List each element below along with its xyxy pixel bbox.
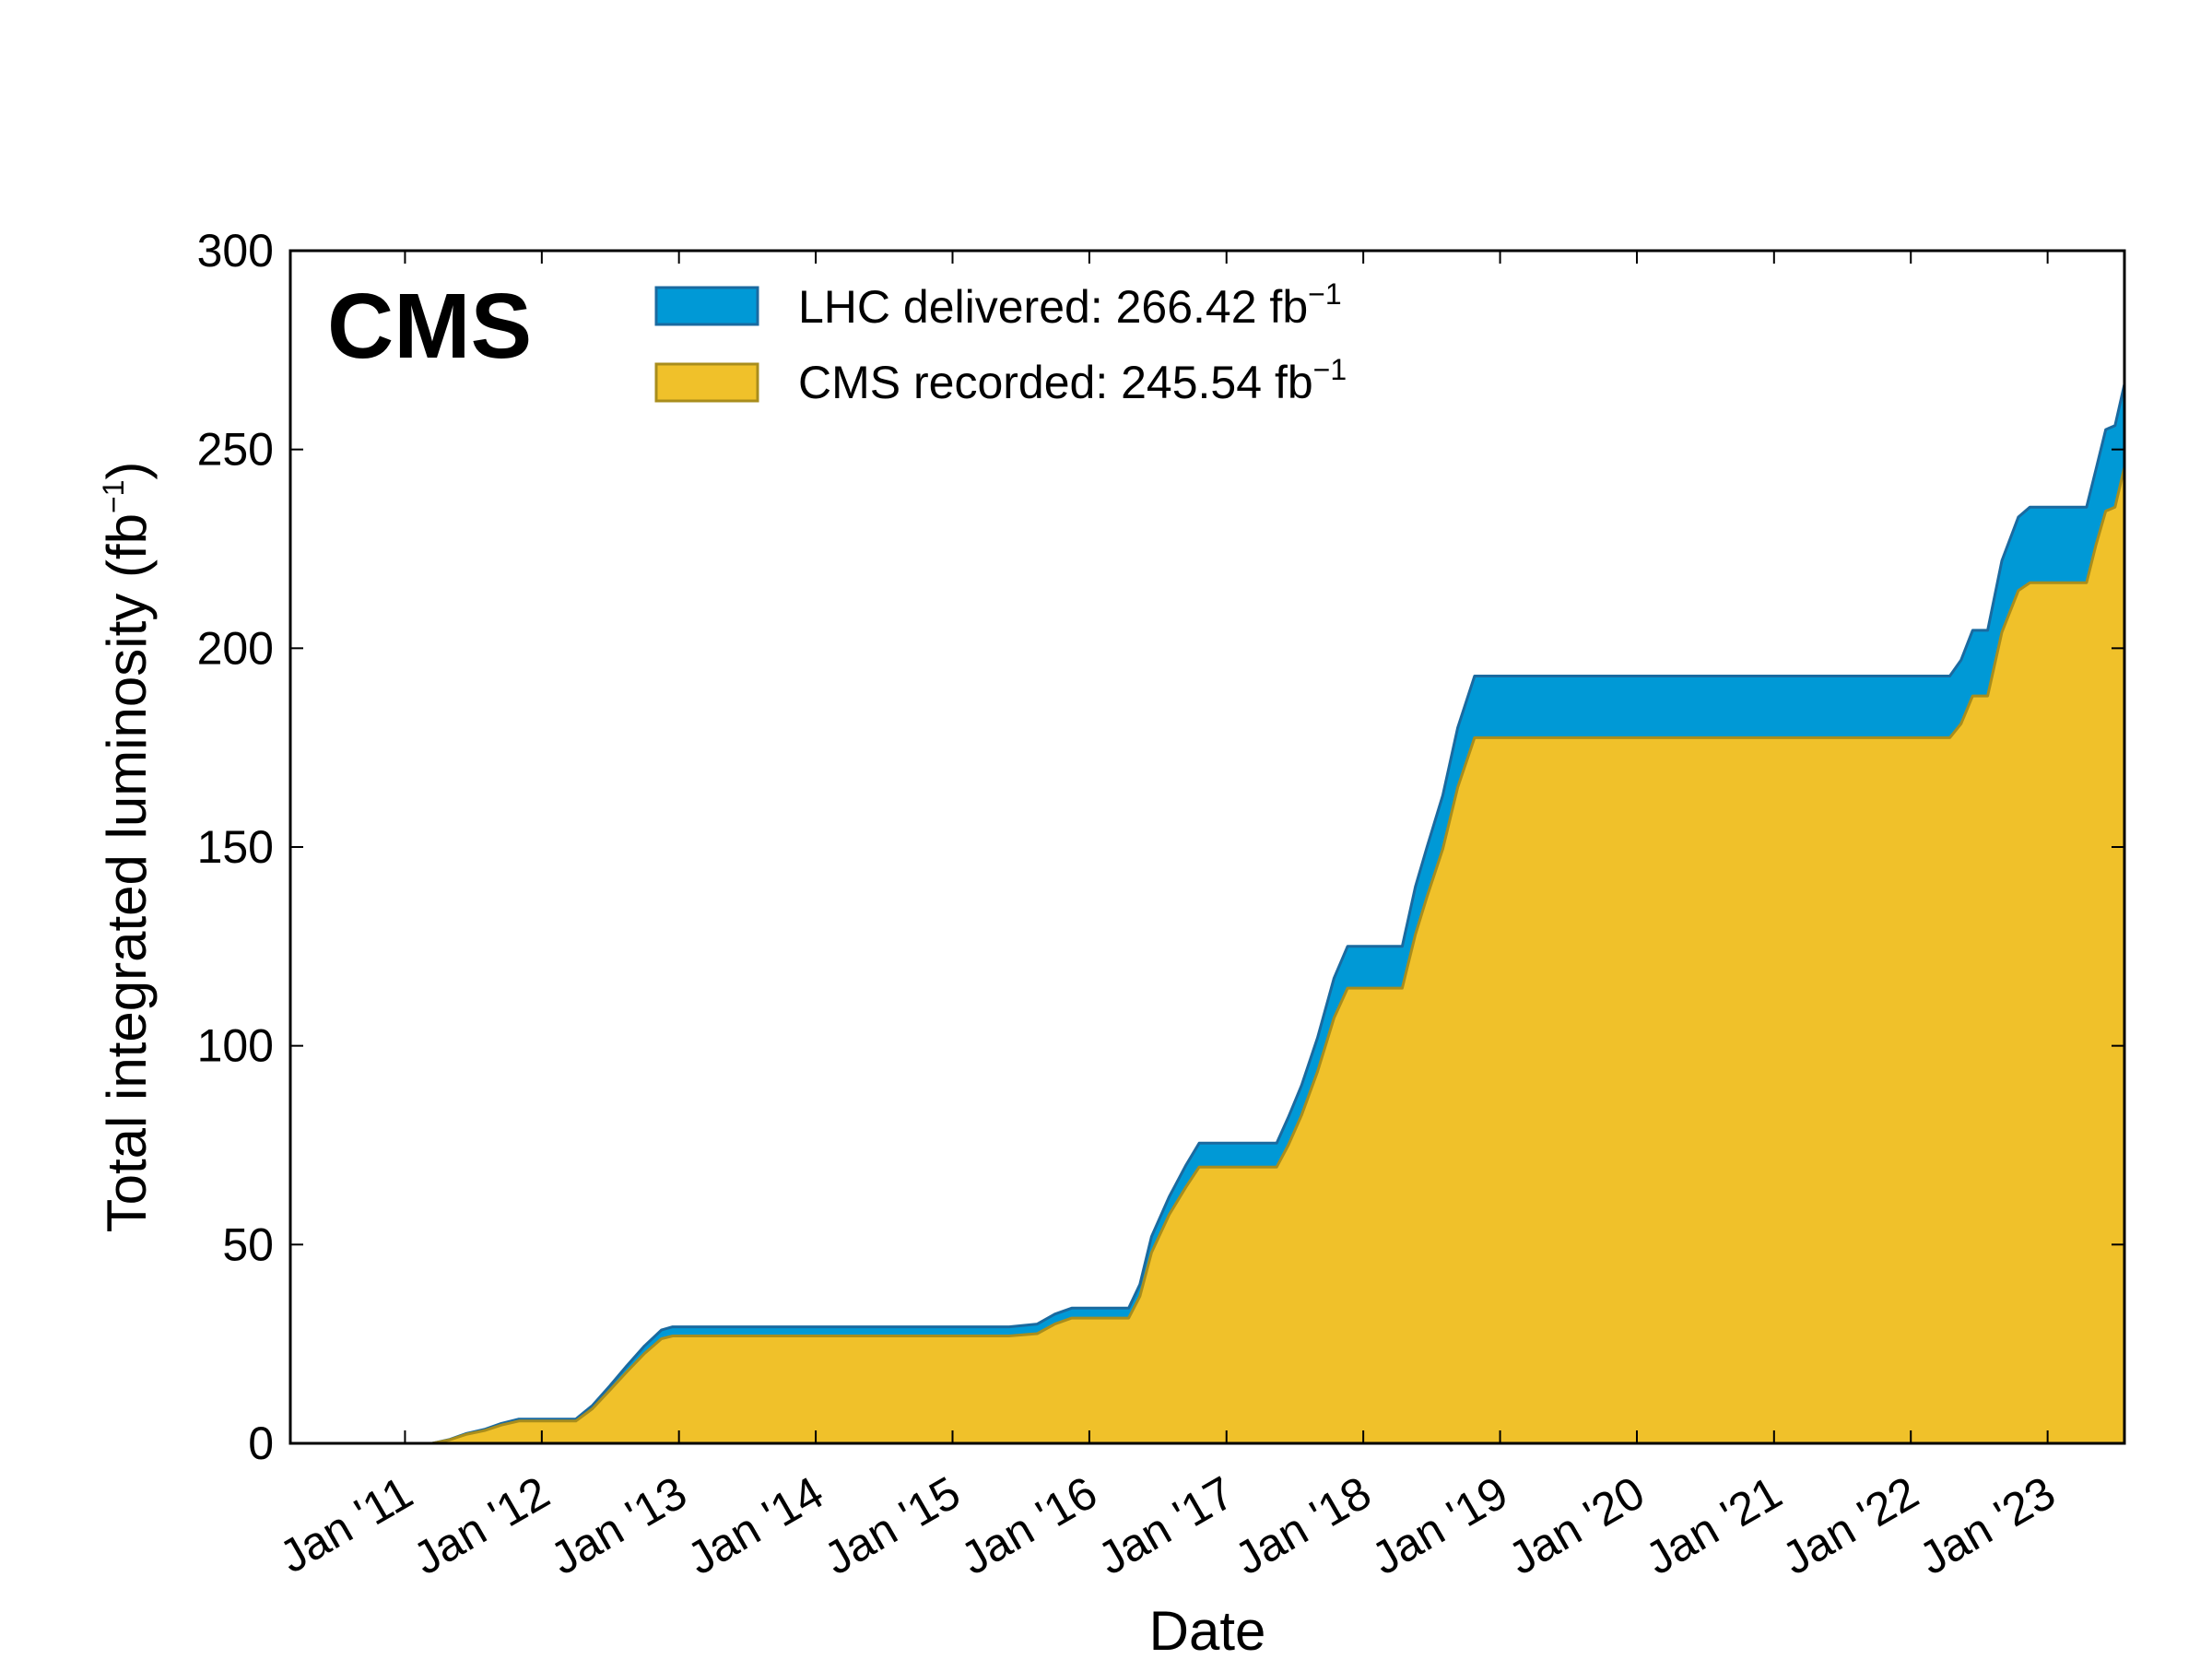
series-area-cms-recorded: [288, 465, 2126, 1445]
y-tick-labels: 0 50 100 150 200 250 300: [197, 225, 274, 1469]
plot-frame: [288, 249, 2126, 1445]
legend-recorded-text: CMS recorded: 245.54 fb: [798, 357, 1313, 408]
y-tick-label: 100: [197, 1020, 274, 1072]
legend-swatch-recorded: [654, 362, 759, 403]
cms-brand-label: CMS: [327, 275, 532, 378]
y-axis-title-close: ): [96, 462, 158, 480]
series-areas: [288, 382, 2126, 1445]
y-tick-label: 250: [197, 424, 274, 476]
legend-label-recorded: CMS recorded: 245.54 fb−1: [798, 353, 1347, 408]
legend-delivered-sup: −1: [1308, 277, 1341, 311]
axis-ticks: [290, 250, 2124, 1444]
legend-delivered-text: LHC delivered: 266.42 fb: [798, 281, 1308, 333]
legend-swatch-delivered: [654, 286, 759, 326]
legend: LHC delivered: 266.42 fb−1 CMS recorded:…: [654, 277, 1347, 408]
y-tick-label: 50: [222, 1218, 274, 1270]
y-axis-title-sup: −1: [97, 480, 130, 513]
y-tick-label: 300: [197, 225, 274, 276]
y-tick-label: 150: [197, 821, 274, 873]
legend-recorded-sup: −1: [1313, 353, 1347, 386]
y-axis-title: Total integrated luminosity (fb−1): [96, 462, 158, 1233]
y-tick-label: 200: [197, 622, 274, 674]
y-axis-title-main: Total integrated luminosity (fb: [96, 513, 158, 1232]
legend-label-delivered: LHC delivered: 266.42 fb−1: [798, 277, 1342, 333]
x-axis-title: Date: [1149, 1600, 1266, 1659]
y-tick-label: 0: [248, 1418, 274, 1469]
